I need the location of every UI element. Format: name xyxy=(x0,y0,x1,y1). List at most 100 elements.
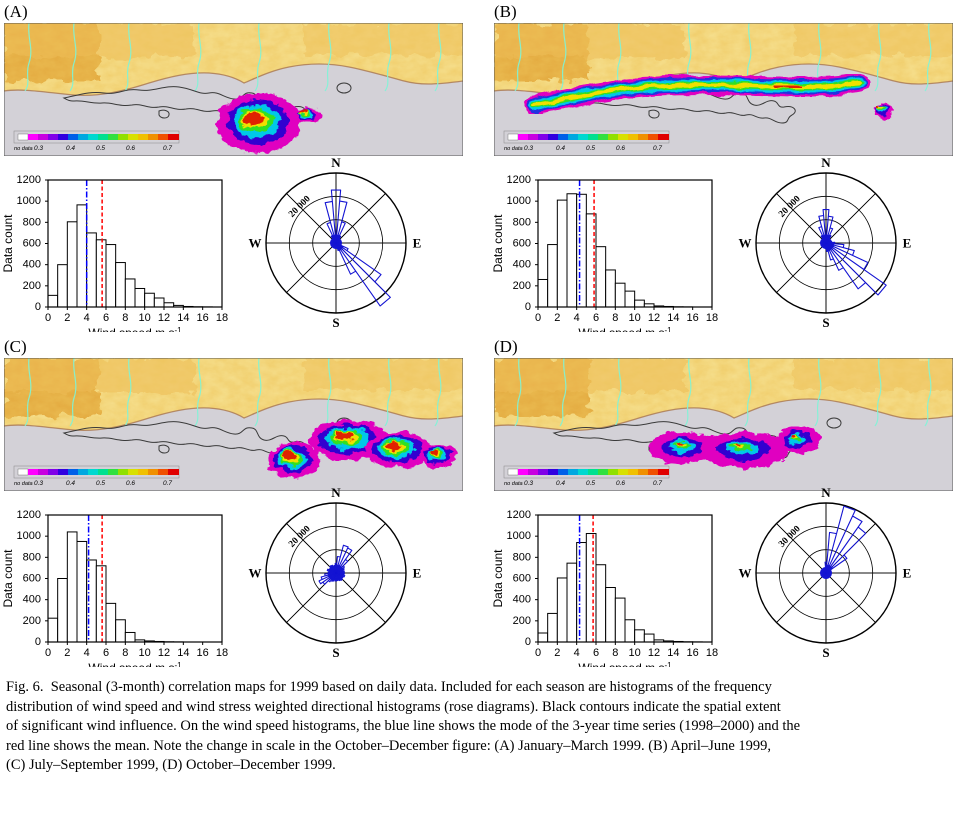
svg-text:W: W xyxy=(249,236,262,251)
svg-text:18: 18 xyxy=(216,647,228,659)
svg-text:0.4: 0.4 xyxy=(556,480,565,487)
svg-text:S: S xyxy=(822,315,829,330)
svg-text:0.3: 0.3 xyxy=(524,480,533,487)
svg-text:no data: no data xyxy=(504,481,523,487)
svg-text:0: 0 xyxy=(45,647,51,659)
svg-text:0: 0 xyxy=(45,312,51,324)
svg-text:N: N xyxy=(821,155,831,170)
svg-text:14: 14 xyxy=(667,312,679,324)
svg-text:1000: 1000 xyxy=(17,195,41,207)
svg-text:18: 18 xyxy=(706,647,718,659)
svg-text:0.3: 0.3 xyxy=(34,480,43,487)
svg-text:8: 8 xyxy=(122,647,128,659)
svg-text:2: 2 xyxy=(554,312,560,324)
svg-text:1000: 1000 xyxy=(17,530,41,542)
svg-text:400: 400 xyxy=(23,594,41,606)
svg-text:800: 800 xyxy=(513,216,531,228)
svg-text:E: E xyxy=(413,566,422,581)
svg-text:800: 800 xyxy=(23,216,41,228)
svg-text:no data: no data xyxy=(14,481,33,487)
svg-text:800: 800 xyxy=(513,551,531,563)
svg-text:no data: no data xyxy=(14,146,33,152)
svg-text:8: 8 xyxy=(612,312,618,324)
svg-text:400: 400 xyxy=(23,259,41,271)
svg-text:N: N xyxy=(331,155,341,170)
svg-text:0: 0 xyxy=(525,636,531,648)
svg-text:600: 600 xyxy=(513,238,531,250)
svg-text:1200: 1200 xyxy=(17,174,41,186)
svg-text:8: 8 xyxy=(122,312,128,324)
svg-text:4: 4 xyxy=(574,647,580,659)
svg-text:400: 400 xyxy=(513,259,531,271)
svg-text:0.3: 0.3 xyxy=(34,145,43,152)
svg-text:10: 10 xyxy=(629,312,641,324)
svg-text:0.5: 0.5 xyxy=(96,145,105,152)
svg-text:16: 16 xyxy=(197,647,209,659)
svg-text:8: 8 xyxy=(612,647,618,659)
svg-text:Wind speed m s-1: Wind speed m s-1 xyxy=(88,661,182,668)
svg-text:200: 200 xyxy=(23,615,41,627)
svg-text:6: 6 xyxy=(103,312,109,324)
svg-text:600: 600 xyxy=(513,573,531,585)
svg-text:600: 600 xyxy=(23,573,41,585)
svg-text:0.3: 0.3 xyxy=(524,145,533,152)
svg-text:10: 10 xyxy=(629,647,641,659)
svg-text:N: N xyxy=(331,485,341,500)
svg-text:0.4: 0.4 xyxy=(66,145,75,152)
svg-text:600: 600 xyxy=(23,238,41,250)
svg-text:16: 16 xyxy=(687,312,699,324)
svg-text:0.6: 0.6 xyxy=(126,145,135,152)
svg-text:200: 200 xyxy=(513,615,531,627)
svg-text:1200: 1200 xyxy=(507,509,531,521)
svg-text:0: 0 xyxy=(35,301,41,313)
svg-text:W: W xyxy=(249,566,262,581)
svg-text:0.4: 0.4 xyxy=(556,145,565,152)
svg-text:Wind speed m s-1: Wind speed m s-1 xyxy=(578,326,672,333)
svg-text:Data count: Data count xyxy=(491,214,505,273)
svg-text:Data count: Data count xyxy=(1,214,15,273)
svg-text:0.5: 0.5 xyxy=(586,145,595,152)
svg-text:0: 0 xyxy=(535,647,541,659)
svg-text:0.4: 0.4 xyxy=(66,480,75,487)
svg-text:Wind speed m s-1: Wind speed m s-1 xyxy=(578,661,672,668)
svg-text:no data: no data xyxy=(504,146,523,152)
svg-text:400: 400 xyxy=(513,594,531,606)
svg-text:18: 18 xyxy=(216,312,228,324)
svg-text:10: 10 xyxy=(139,647,151,659)
svg-text:0.7: 0.7 xyxy=(653,480,662,487)
svg-text:12: 12 xyxy=(648,647,660,659)
svg-text:12: 12 xyxy=(648,312,660,324)
svg-text:0.5: 0.5 xyxy=(586,480,595,487)
svg-text:2: 2 xyxy=(64,312,70,324)
svg-text:200: 200 xyxy=(23,280,41,292)
svg-text:4: 4 xyxy=(84,647,90,659)
svg-text:S: S xyxy=(332,315,339,330)
svg-text:Data count: Data count xyxy=(1,549,15,608)
svg-text:16: 16 xyxy=(197,312,209,324)
svg-text:W: W xyxy=(739,236,752,251)
svg-text:0.7: 0.7 xyxy=(163,480,172,487)
svg-text:800: 800 xyxy=(23,551,41,563)
svg-text:W: W xyxy=(739,566,752,581)
svg-text:6: 6 xyxy=(593,647,599,659)
svg-text:E: E xyxy=(413,236,422,251)
svg-text:0.6: 0.6 xyxy=(616,480,625,487)
svg-text:0.6: 0.6 xyxy=(126,480,135,487)
svg-text:E: E xyxy=(903,236,912,251)
svg-text:12: 12 xyxy=(158,647,170,659)
svg-text:0.5: 0.5 xyxy=(96,480,105,487)
svg-text:Wind speed m s-1: Wind speed m s-1 xyxy=(88,326,182,333)
svg-text:1200: 1200 xyxy=(17,509,41,521)
svg-text:10: 10 xyxy=(139,312,151,324)
svg-text:200: 200 xyxy=(513,280,531,292)
svg-text:N: N xyxy=(821,485,831,500)
svg-text:Data count: Data count xyxy=(491,549,505,608)
svg-text:2: 2 xyxy=(554,647,560,659)
svg-text:14: 14 xyxy=(177,312,189,324)
svg-text:14: 14 xyxy=(667,647,679,659)
svg-text:1200: 1200 xyxy=(507,174,531,186)
svg-text:1000: 1000 xyxy=(507,195,531,207)
svg-text:2: 2 xyxy=(64,647,70,659)
svg-text:6: 6 xyxy=(593,312,599,324)
svg-text:4: 4 xyxy=(574,312,580,324)
